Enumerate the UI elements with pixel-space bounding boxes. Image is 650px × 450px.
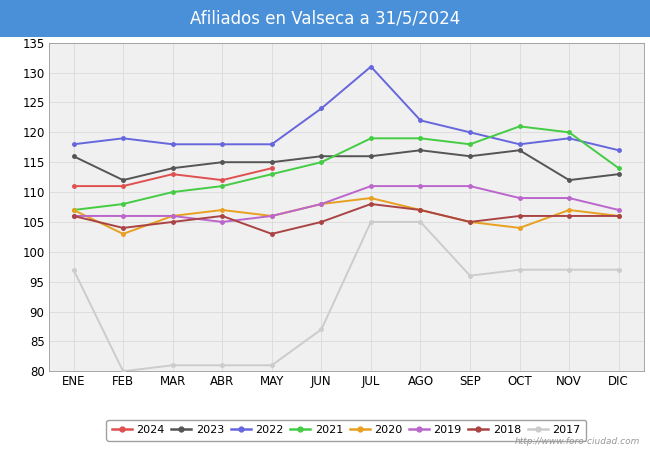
Legend: 2024, 2023, 2022, 2021, 2020, 2019, 2018, 2017: 2024, 2023, 2022, 2021, 2020, 2019, 2018… bbox=[107, 419, 586, 441]
Text: http://www.foro-ciudad.com: http://www.foro-ciudad.com bbox=[515, 437, 640, 446]
Text: Afiliados en Valseca a 31/5/2024: Afiliados en Valseca a 31/5/2024 bbox=[190, 9, 460, 27]
